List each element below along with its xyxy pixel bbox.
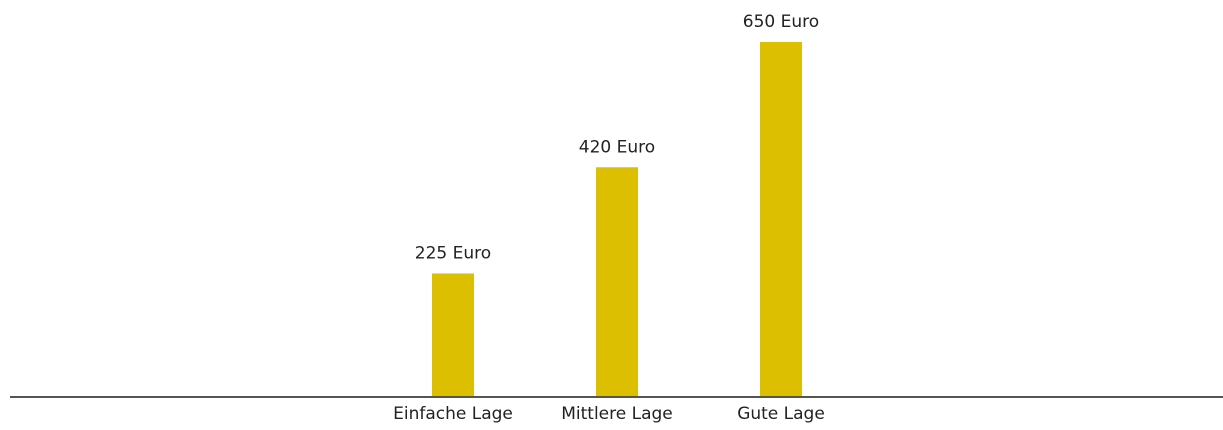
value-label: 420 Euro	[579, 137, 655, 157]
value-label: 650 Euro	[743, 12, 819, 32]
x-tick-label: Einfache Lage	[393, 404, 513, 424]
x-tick-label: Mittlere Lage	[561, 404, 673, 424]
value-label: 225 Euro	[415, 243, 491, 263]
bar	[432, 273, 474, 396]
bar	[596, 167, 638, 396]
x-tick-label: Gute Lage	[737, 404, 825, 424]
bar	[760, 42, 802, 396]
